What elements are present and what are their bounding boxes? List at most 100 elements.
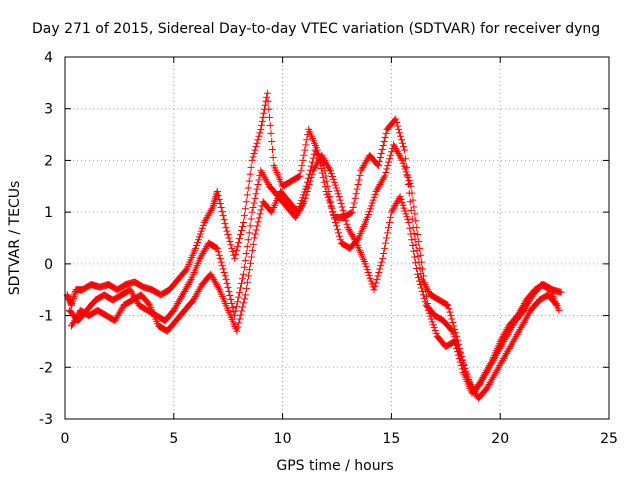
data-point [233,302,241,310]
data-point [385,158,393,166]
data-point [264,97,272,105]
data-point [222,224,230,232]
data-point [555,306,563,314]
data-point [364,268,372,276]
data-point [245,266,253,274]
data-point [237,279,245,287]
data-point [252,190,260,198]
series-track-c [68,141,563,397]
data-point [383,234,391,242]
data-point [265,105,273,113]
data-point [221,220,229,228]
data-point [411,253,419,261]
data-point [374,162,382,170]
data-point [419,291,427,299]
data-point [446,308,454,316]
data-point [233,327,241,335]
data-point [382,239,390,247]
y-tick-label: 1 [44,205,53,221]
data-point [294,208,302,216]
data-point [448,327,456,335]
data-point [242,250,250,258]
data-point [237,284,245,292]
data-point [324,182,332,190]
data-point [422,293,430,301]
data-point [347,209,355,217]
data-point [236,315,244,323]
data-point [255,132,263,140]
data-point [193,241,201,249]
data-point [196,230,204,238]
data-point [256,129,264,137]
data-point [223,279,231,287]
data-point [420,272,428,280]
data-point [233,247,241,255]
data-point [421,286,429,294]
data-point [296,172,304,180]
data-point [398,198,406,206]
data-point [257,206,265,214]
data-point [418,287,426,295]
data-point [451,341,459,349]
y-axis-ticks: -3 -2 -1 0 1 2 3 4 [39,50,609,428]
data-point [223,227,231,235]
data-point [421,279,429,287]
data-point [406,179,414,187]
data-point [398,136,406,144]
data-point [240,263,248,271]
data-point [250,199,258,207]
data-point [448,315,456,323]
data-point [225,287,233,295]
data-point [246,170,254,178]
data-point [327,198,335,206]
data-point [238,307,246,315]
data-point [335,232,343,240]
data-point [337,200,345,208]
data-point [225,234,233,242]
data-point [224,283,232,291]
data-point [214,248,222,256]
data-point [361,260,369,268]
data-point [244,278,252,286]
data-point [394,122,402,130]
data-point [197,227,205,235]
plot-frame [64,56,610,420]
grid-lines [65,57,609,419]
data-point [410,203,418,211]
data-point [254,181,262,189]
data-point [416,281,424,289]
series-track-b [65,151,561,402]
data-point [301,146,309,154]
data-point [333,225,341,233]
data-point [250,234,258,242]
data-point [410,229,418,237]
data-point [255,214,263,222]
x-tick-label: 25 [600,431,618,447]
data-point [417,251,425,259]
data-point [382,168,390,176]
data-point [447,312,455,320]
data-point [393,119,401,127]
data-point [396,193,404,201]
data-point [351,194,359,202]
data-point [384,162,392,170]
data-point [247,215,255,223]
data-point [409,241,417,249]
data-point [243,191,251,199]
data-point [363,266,371,274]
data-point [241,205,249,213]
data-point [332,218,340,226]
y-tick-label: 2 [44,153,53,169]
data-point [325,196,333,204]
data-point [328,173,336,181]
data-point [449,330,457,338]
data-point [301,188,309,196]
data-point [450,322,458,330]
data-point [350,199,358,207]
data-point [232,251,240,259]
data-point [193,239,201,247]
data-point [217,258,225,266]
data-point [455,355,463,363]
data-point [458,365,466,373]
data-point [308,158,316,166]
